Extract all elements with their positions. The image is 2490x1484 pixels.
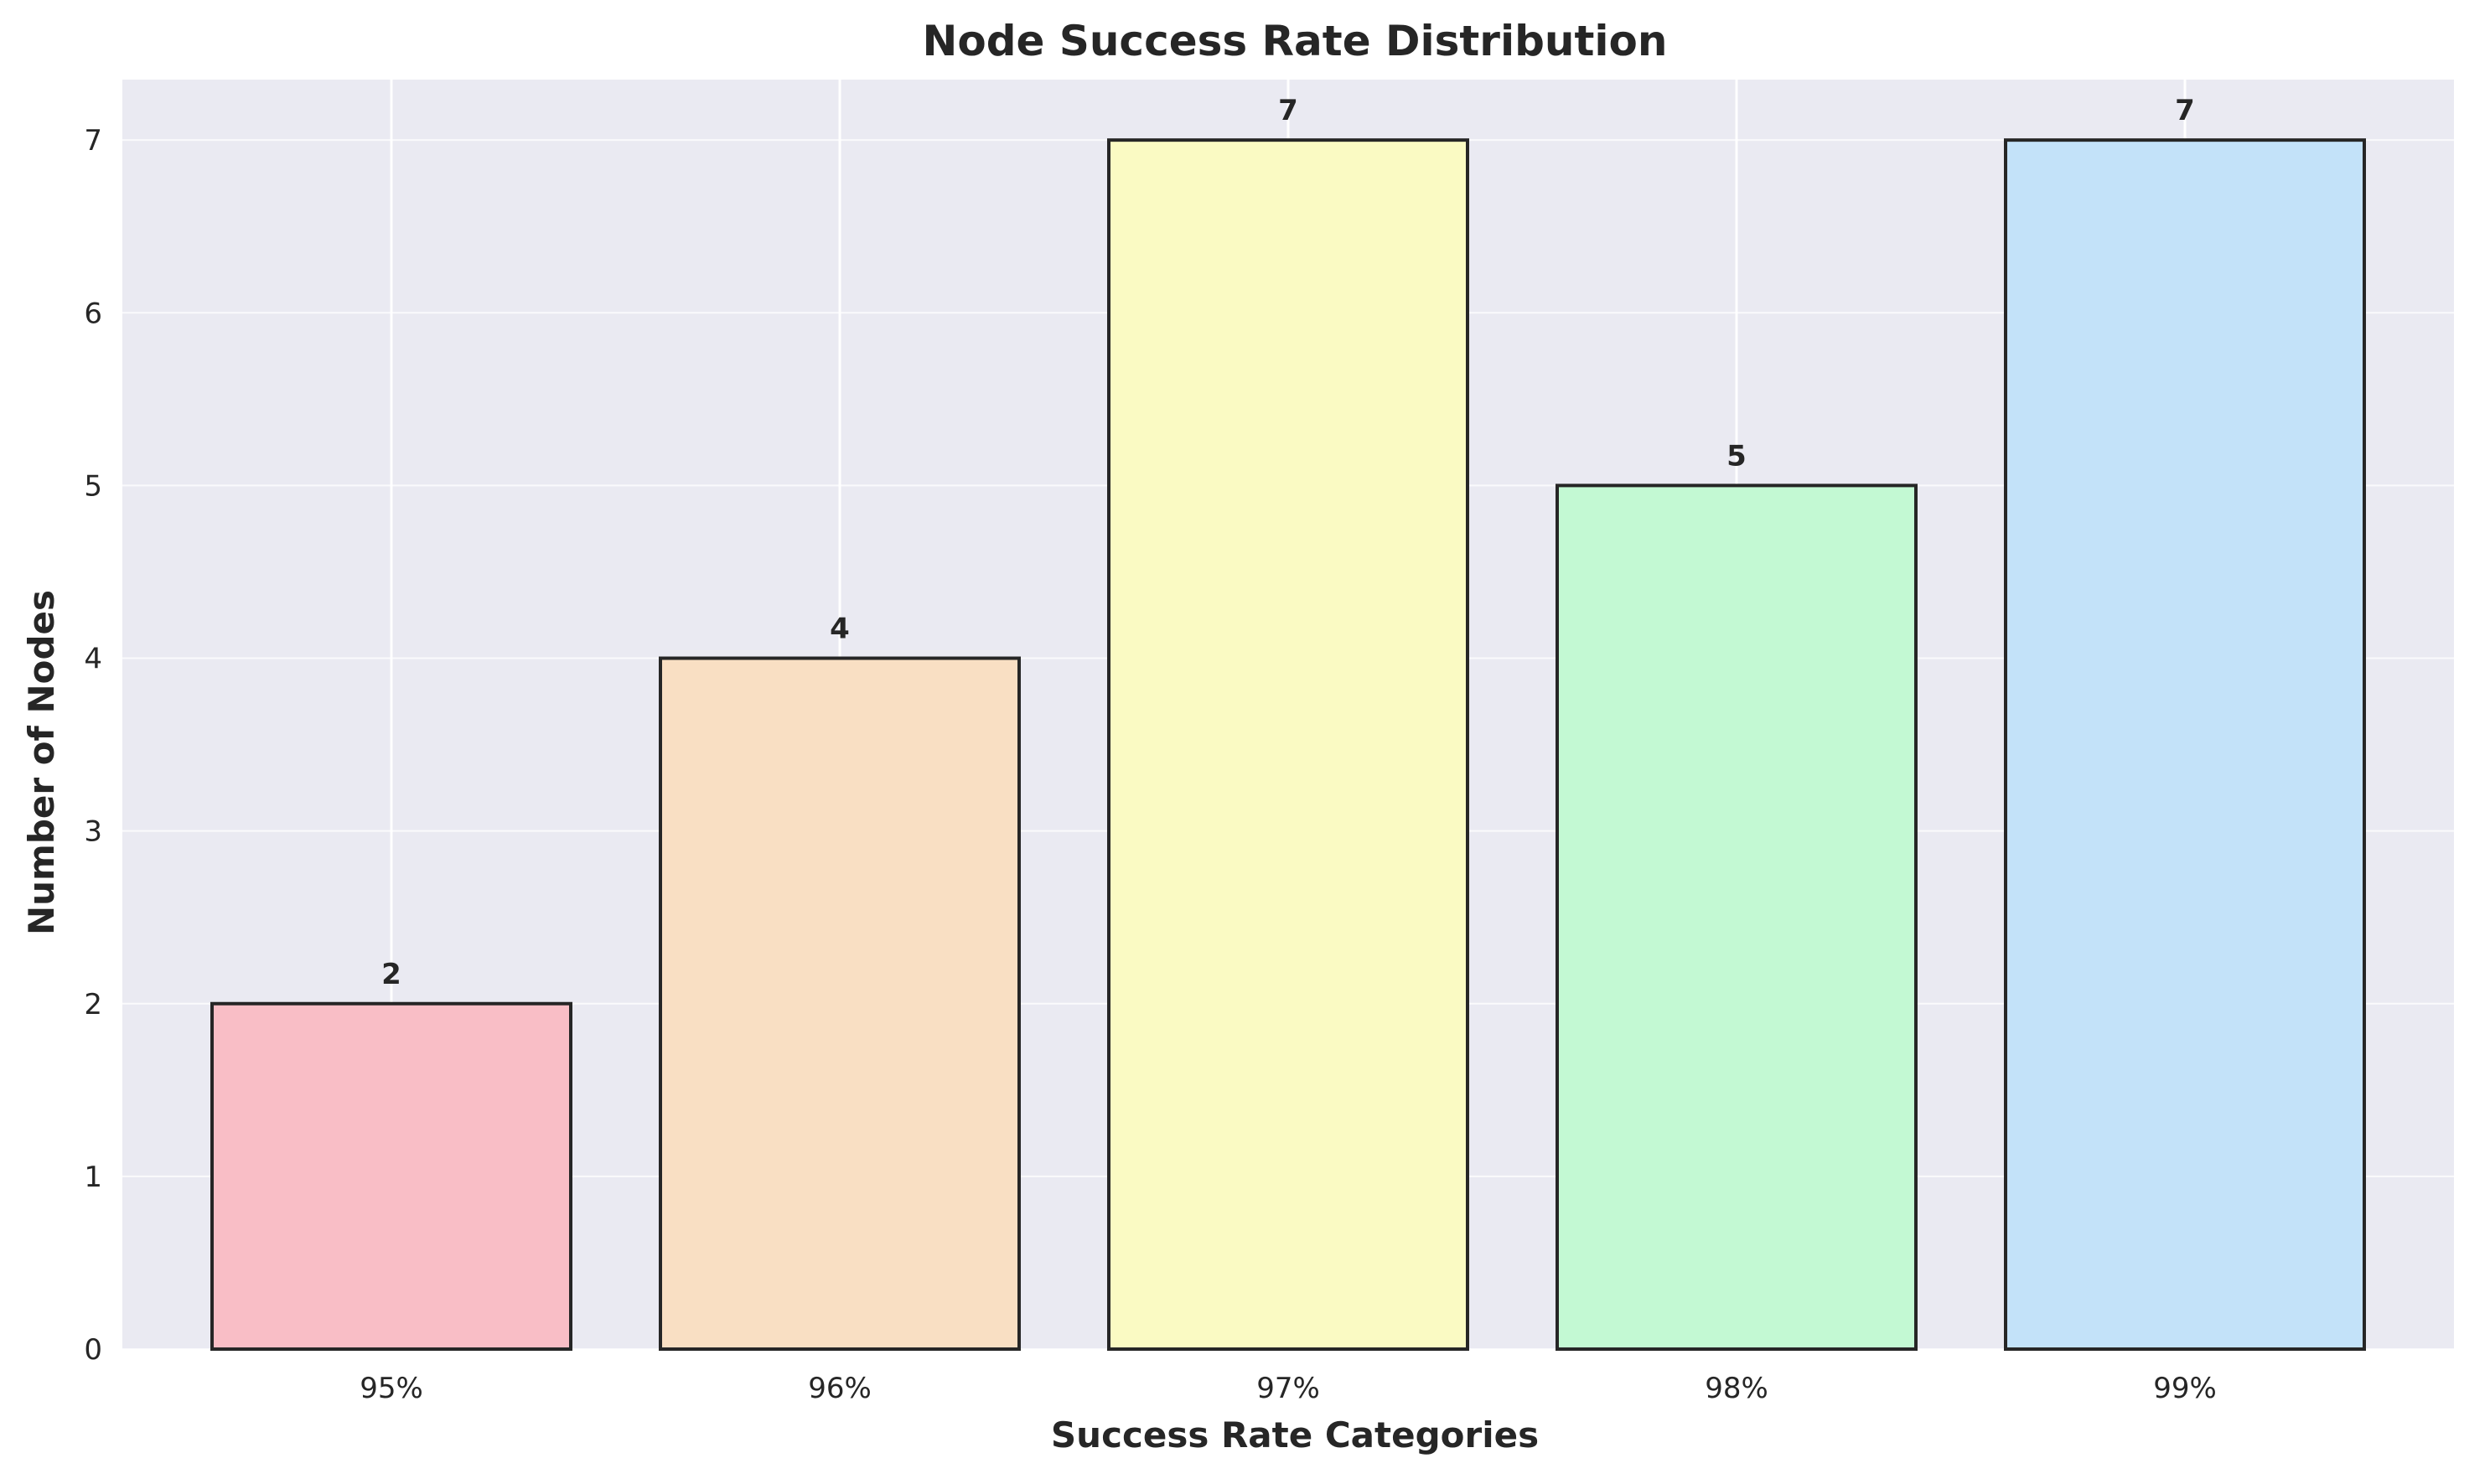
data-label-95pct: 2	[381, 958, 401, 991]
bar-97pct	[1107, 138, 1469, 1352]
y-tick-label: 1	[84, 1161, 102, 1194]
y-tick-label: 4	[84, 643, 102, 676]
x-axis-label: Success Rate Categories	[1051, 1414, 1539, 1456]
x-tick-label: 97%	[1256, 1372, 1320, 1405]
y-tick-label: 2	[84, 988, 102, 1021]
bar-98pct	[1556, 483, 1918, 1352]
data-label-96pct: 4	[830, 613, 850, 646]
y-tick-label: 7	[84, 124, 102, 158]
y-tick-label: 5	[84, 469, 102, 503]
x-tick-label: 95%	[360, 1372, 423, 1405]
y-tick-label: 6	[84, 297, 102, 330]
x-axis-ticks: 95% 96% 97% 98% 99%	[360, 1372, 2217, 1405]
data-label-98pct: 5	[1726, 439, 1747, 473]
bar-95pct	[210, 1001, 572, 1352]
y-axis-label: Number of Nodes	[21, 590, 62, 935]
y-tick-label: 0	[84, 1333, 102, 1367]
data-label-99pct: 7	[2175, 94, 2195, 127]
chart-title: Node Success Rate Distribution	[923, 17, 1668, 65]
x-tick-label: 98%	[1705, 1372, 1768, 1405]
data-label-97pct: 7	[1278, 94, 1298, 127]
y-tick-label: 3	[84, 815, 102, 849]
y-axis-ticks: 0 1 2 3 4 5 6 7	[84, 124, 102, 1367]
x-tick-label: 99%	[2153, 1372, 2217, 1405]
bar-99pct	[2004, 138, 2366, 1352]
bars	[210, 138, 2366, 1352]
x-tick-label: 96%	[808, 1372, 872, 1405]
data-labels: 2 4 7 5 7	[381, 94, 2195, 991]
bar-96pct	[659, 656, 1021, 1351]
